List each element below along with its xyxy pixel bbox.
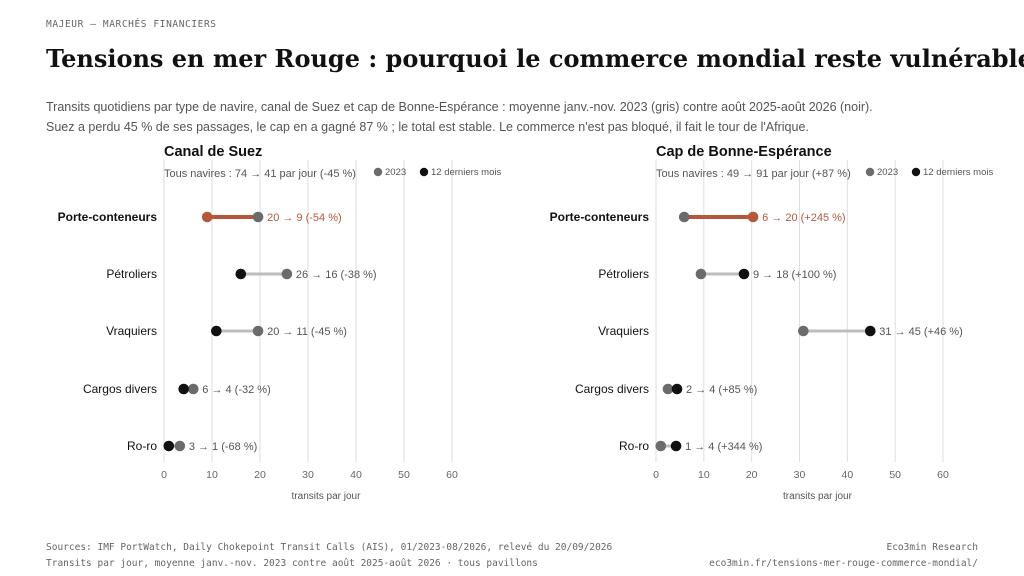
legend-marker-2023 bbox=[373, 167, 383, 177]
category-label: Ro-ro bbox=[127, 439, 157, 453]
dot-2023 bbox=[695, 268, 707, 280]
legend-label-recent: 12 derniers mois bbox=[923, 167, 993, 178]
category-label: Porte-conteneurs bbox=[550, 210, 650, 224]
dot-2023 bbox=[678, 211, 690, 223]
data-label: 6 → 4 (-32 %) bbox=[202, 384, 270, 396]
category-label: Cargos divers bbox=[575, 382, 649, 396]
x-tick-label: 60 bbox=[446, 469, 458, 481]
page-title: Tensions en mer Rouge : pourquoi le comm… bbox=[46, 44, 1024, 73]
dot-recent bbox=[670, 440, 682, 452]
dot-recent bbox=[864, 325, 876, 337]
source-line-1: Sources: IMF PortWatch, Daily Chokepoint… bbox=[46, 542, 613, 553]
dot-2023 bbox=[662, 383, 674, 395]
legend-marker-2023 bbox=[865, 167, 875, 177]
data-label: 9 → 18 (+100 %) bbox=[753, 269, 836, 281]
x-tick-label: 0 bbox=[653, 469, 659, 481]
category-label: Pétroliers bbox=[598, 267, 649, 281]
dot-recent bbox=[235, 268, 247, 280]
x-axis-label: transits par jour bbox=[292, 491, 362, 502]
x-axis-label: transits par jour bbox=[783, 491, 853, 502]
x-tick-label: 0 bbox=[161, 469, 167, 481]
dot-2023 bbox=[252, 211, 264, 223]
source-line-2: Transits par jour, moyenne janv.-nov. 20… bbox=[46, 558, 538, 569]
dot-recent bbox=[163, 440, 175, 452]
dot-recent bbox=[201, 211, 213, 223]
dot-2023 bbox=[252, 325, 264, 337]
dot-recent bbox=[178, 383, 189, 395]
kicker: MAJEUR — MARCHÉS FINANCIERS bbox=[46, 19, 217, 30]
legend-label-2023: 2023 bbox=[385, 167, 406, 178]
x-tick-label: 40 bbox=[841, 469, 853, 481]
panel-title: Cap de Bonne-Espérance bbox=[656, 144, 832, 160]
category-label: Ro-ro bbox=[619, 439, 649, 453]
data-label: 3 → 1 (-68 %) bbox=[189, 441, 257, 453]
article-url[interactable]: eco3min.fr/tensions-mer-rouge-commerce-m… bbox=[709, 558, 978, 569]
dot-recent bbox=[671, 383, 683, 395]
x-tick-label: 50 bbox=[889, 469, 901, 481]
category-label: Vraquiers bbox=[106, 324, 157, 338]
brand: Eco3min Research bbox=[886, 542, 978, 553]
x-tick-label: 30 bbox=[794, 469, 806, 481]
legend-label-2023: 2023 bbox=[877, 167, 898, 178]
dot-recent bbox=[747, 211, 759, 223]
panel-title: Canal de Suez bbox=[164, 144, 262, 160]
x-tick-label: 20 bbox=[746, 469, 758, 481]
dot-2023 bbox=[281, 268, 293, 280]
data-label: 26 → 16 (-38 %) bbox=[296, 269, 377, 281]
subtitle-line-1: Transits quotidiens par type de navire, … bbox=[46, 100, 873, 114]
dot-2023 bbox=[798, 325, 809, 337]
legend-marker-recent bbox=[419, 167, 429, 177]
legend-marker-recent bbox=[911, 167, 921, 177]
dot-2023 bbox=[655, 440, 667, 452]
dot-2023 bbox=[174, 440, 186, 452]
dot-2023 bbox=[187, 383, 199, 395]
category-label: Vraquiers bbox=[598, 324, 649, 338]
x-tick-label: 50 bbox=[398, 469, 410, 481]
data-label: 20 → 9 (-54 %) bbox=[267, 212, 342, 224]
data-label: 2 → 4 (+85 %) bbox=[686, 384, 757, 396]
category-label: Cargos divers bbox=[83, 382, 157, 396]
data-label: 1 → 4 (+344 %) bbox=[685, 441, 762, 453]
dot-recent bbox=[738, 268, 750, 280]
x-tick-label: 40 bbox=[350, 469, 362, 481]
subtitle-line-2: Suez a perdu 45 % de ses passages, le ca… bbox=[46, 120, 809, 134]
category-label: Pétroliers bbox=[106, 267, 157, 281]
dot-recent bbox=[211, 325, 222, 337]
x-tick-label: 10 bbox=[206, 469, 218, 481]
data-label: 6 → 20 (+245 %) bbox=[762, 212, 845, 224]
category-label: Porte-conteneurs bbox=[58, 210, 158, 224]
data-label: 31 → 45 (+46 %) bbox=[879, 326, 962, 338]
x-tick-label: 30 bbox=[302, 469, 314, 481]
x-tick-label: 10 bbox=[698, 469, 710, 481]
legend-label-recent: 12 derniers mois bbox=[431, 167, 501, 178]
panel-subtitle: Tous navires : 74 → 41 par jour (-45 %) bbox=[164, 168, 356, 180]
data-label: 20 → 11 (-45 %) bbox=[267, 326, 347, 338]
x-tick-label: 20 bbox=[254, 469, 266, 481]
x-tick-label: 60 bbox=[937, 469, 949, 481]
panel-subtitle: Tous navires : 49 → 91 par jour (+87 %) bbox=[656, 168, 851, 180]
